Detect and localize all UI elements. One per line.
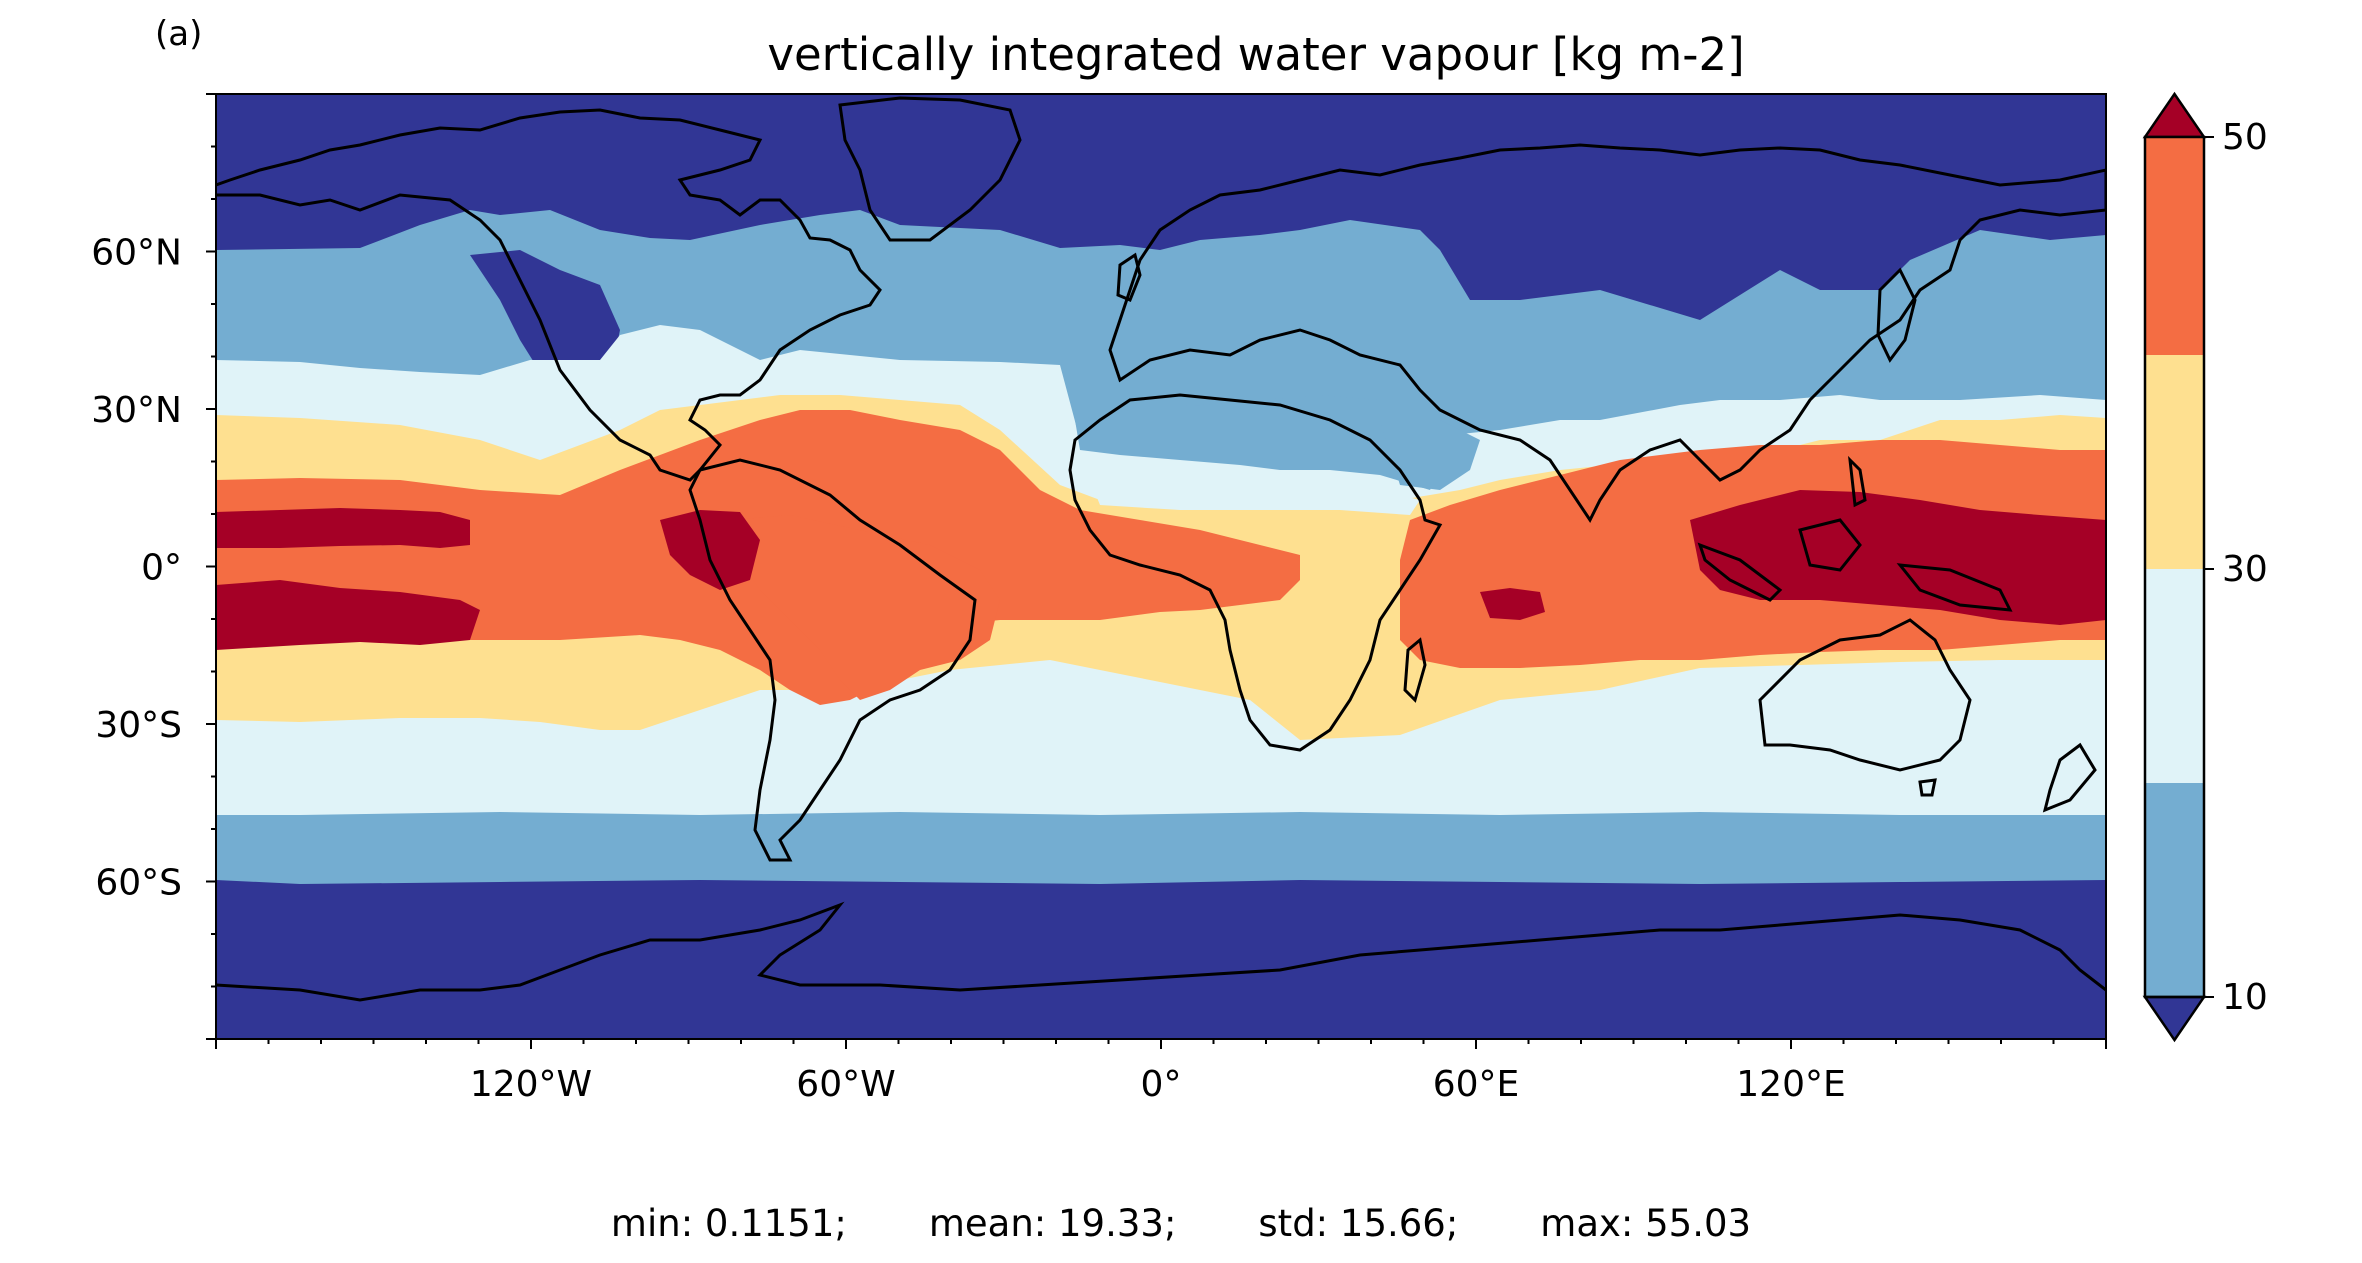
field-max-spcz bbox=[216, 580, 480, 650]
field-max-indian bbox=[1480, 588, 1545, 620]
coastlines bbox=[216, 96, 2106, 1002]
colorbar-segment-10-20 bbox=[2145, 783, 2204, 997]
longitude-ticks bbox=[215, 1039, 2107, 1049]
stat-std: std: 15.66; bbox=[1258, 1202, 1459, 1245]
colorbar-extend-over bbox=[2142, 91, 2207, 139]
statistics-line: min: 0.1151; mean: 19.33; std: 15.66; max: … bbox=[0, 1202, 2362, 1245]
coastline-sumatra bbox=[1697, 542, 1783, 602]
field-patch-arabia bbox=[1380, 420, 1480, 490]
field-patch-sahara bbox=[1075, 395, 1440, 490]
colorbar-label-30: 30 bbox=[2222, 549, 2268, 590]
water-vapour-field bbox=[216, 94, 2106, 1039]
colorbar: 50 30 10 bbox=[2142, 91, 2268, 1043]
coastline-japan bbox=[1876, 267, 1917, 363]
coastline-uk bbox=[1116, 252, 1142, 302]
field-patch-amazon bbox=[730, 515, 1000, 700]
colorbar-segment-40-50 bbox=[2145, 137, 2204, 355]
latitude-ticks bbox=[206, 93, 216, 1040]
lon-tick-label: 120°E bbox=[1736, 1064, 1845, 1105]
coastline-africa bbox=[1068, 393, 1443, 752]
coastline-philippines bbox=[1848, 455, 1867, 508]
colorbar-segment-30-40 bbox=[2145, 355, 2204, 569]
lat-tick-label: 60°S bbox=[95, 863, 182, 904]
figure-title: vertically integrated water vapour [kg m… bbox=[767, 28, 1745, 81]
colorbar-extend-under bbox=[2142, 995, 2207, 1043]
stat-mean: mean: 19.33; bbox=[928, 1202, 1177, 1245]
lon-tick-label: 120°W bbox=[470, 1064, 592, 1105]
coastline-greenland bbox=[838, 96, 1022, 242]
latitude-tick-labels: 60°N 30°N 0° 30°S 60°S bbox=[91, 233, 182, 904]
coastline-new-zealand bbox=[2042, 742, 2097, 813]
stat-min: min: 0.1151; bbox=[610, 1202, 847, 1245]
coastline-madagascar bbox=[1403, 637, 1427, 703]
coastline-tasmania bbox=[1918, 778, 1937, 797]
colorbar-frame bbox=[2143, 135, 2206, 999]
coastline-antarctica bbox=[216, 901, 2106, 1002]
colorbar-label-50: 50 bbox=[2222, 117, 2268, 158]
coastline-south-america bbox=[688, 458, 977, 862]
coastline-eurasia bbox=[1108, 143, 2106, 523]
stat-max: max: 55.03 bbox=[1540, 1202, 1752, 1245]
lat-tick-label: 30°N bbox=[91, 390, 182, 431]
coastline-north-america bbox=[216, 108, 882, 482]
colorbar-segment-20-30 bbox=[2145, 569, 2204, 783]
coastline-australia bbox=[1758, 618, 1972, 772]
colorbar-label-10: 10 bbox=[2222, 977, 2268, 1018]
lat-tick-label: 0° bbox=[141, 548, 182, 589]
lat-tick-label: 60°N bbox=[91, 233, 182, 274]
field-patch-sahel-light bbox=[1080, 455, 1420, 515]
field-max-colombia bbox=[660, 510, 760, 590]
panel-label: (a) bbox=[155, 14, 203, 54]
longitude-tick-labels: 120°W 60°W 0° 60°E 120°E bbox=[470, 1064, 1846, 1105]
field-patch-rockies bbox=[470, 250, 620, 390]
field-max-itcz-west bbox=[216, 508, 470, 548]
lat-tick-label: 30°S bbox=[95, 705, 182, 746]
coastline-new-guinea bbox=[1896, 563, 2013, 612]
lon-tick-label: 60°E bbox=[1433, 1064, 1520, 1105]
lon-tick-label: 60°W bbox=[796, 1064, 895, 1105]
lon-tick-label: 0° bbox=[1141, 1064, 1182, 1105]
coastline-borneo bbox=[1798, 518, 1862, 572]
